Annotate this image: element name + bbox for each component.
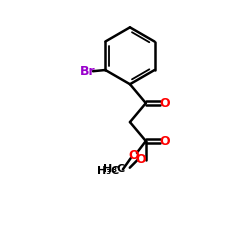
Text: Br: Br (80, 65, 95, 78)
Text: O: O (160, 134, 170, 147)
Text: O: O (135, 153, 146, 166)
Text: O: O (128, 149, 139, 162)
Text: H₃C: H₃C (102, 164, 125, 174)
Text: H₃C: H₃C (97, 166, 119, 176)
Text: O: O (160, 97, 170, 110)
